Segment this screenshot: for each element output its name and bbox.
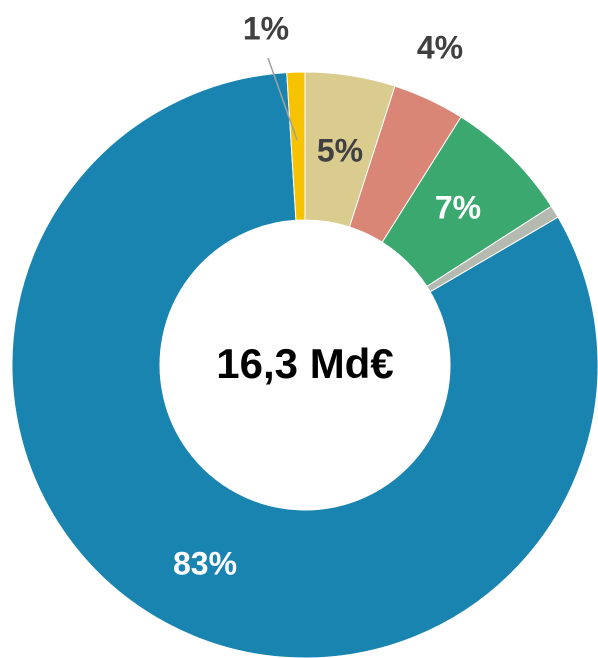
center-label: 16,3 Md€ — [216, 340, 393, 387]
value-label: 1% — [243, 10, 289, 46]
value-label: 7% — [435, 189, 481, 225]
value-label: 4% — [417, 29, 463, 65]
slices — [11, 71, 598, 658]
donut-slice — [286, 71, 306, 221]
value-label: 5% — [317, 132, 363, 168]
donut-slice — [11, 72, 598, 658]
leader-line — [267, 57, 298, 141]
value-label: 83% — [173, 545, 237, 581]
